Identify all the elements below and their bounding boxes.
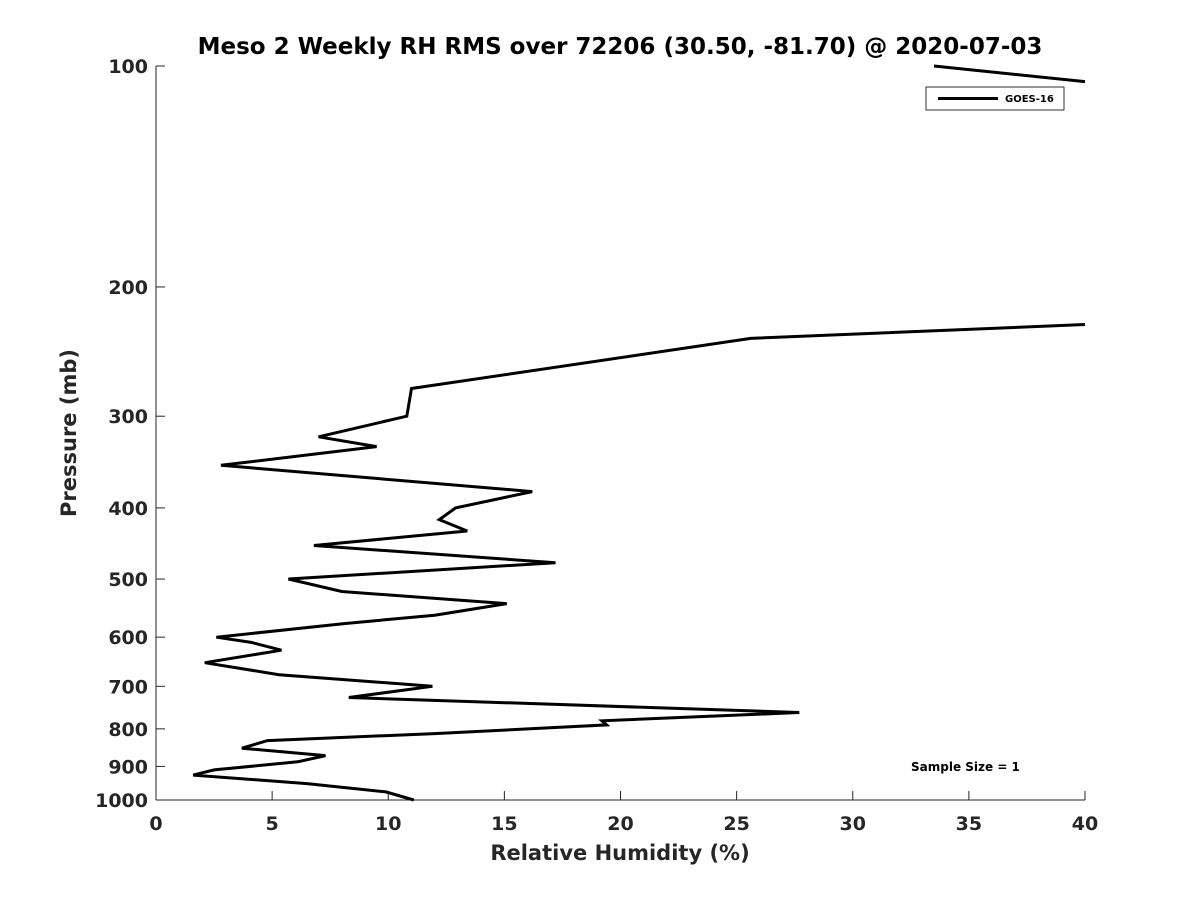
y-axis-label: Pressure (mb) (57, 349, 81, 517)
y-tick-label-6: 700 (108, 676, 148, 698)
y-tick-label-8: 900 (108, 756, 148, 778)
x-tick-label-3: 15 (491, 813, 517, 835)
x-tick-label-6: 30 (840, 813, 866, 835)
x-axis-ticks: 0 5 10 15 20 25 30 35 40 (149, 791, 1098, 835)
legend-label-goes-16: GOES-16 (1005, 94, 1054, 105)
legend: GOES-16 (925, 86, 1065, 111)
x-tick-label-0: 0 (149, 813, 162, 835)
series-line-0 (192, 323, 1086, 802)
y-tick-label-4: 500 (108, 569, 148, 591)
y-tick-label-0: 100 (108, 56, 148, 78)
plot-area (156, 66, 1085, 800)
y-tick-label-9: 1000 (95, 790, 148, 812)
x-tick-label-5: 25 (723, 813, 749, 835)
y-tick-label-5: 600 (108, 627, 148, 649)
x-tick-label-4: 20 (607, 813, 633, 835)
y-axis-ticks: 100 200 300 400 500 600 700 800 900 1000 (95, 56, 165, 812)
x-tick-label-8: 40 (1072, 813, 1098, 835)
chart-title: Meso 2 Weekly RH RMS over 72206 (30.50, … (198, 34, 1043, 60)
y-tick-label-7: 800 (108, 719, 148, 741)
y-tick-label-3: 400 (108, 498, 148, 520)
series-line-1 (933, 64, 1086, 84)
x-tick-label-7: 35 (956, 813, 982, 835)
series-group (192, 64, 1086, 802)
x-axis-label: Relative Humidity (%) (490, 841, 749, 865)
x-tick-label-2: 10 (375, 813, 401, 835)
x-tick-label-1: 5 (266, 813, 279, 835)
y-tick-label-2: 300 (108, 406, 148, 428)
sample-size-annotation: Sample Size = 1 (911, 760, 1020, 774)
y-tick-label-1: 200 (108, 277, 148, 299)
